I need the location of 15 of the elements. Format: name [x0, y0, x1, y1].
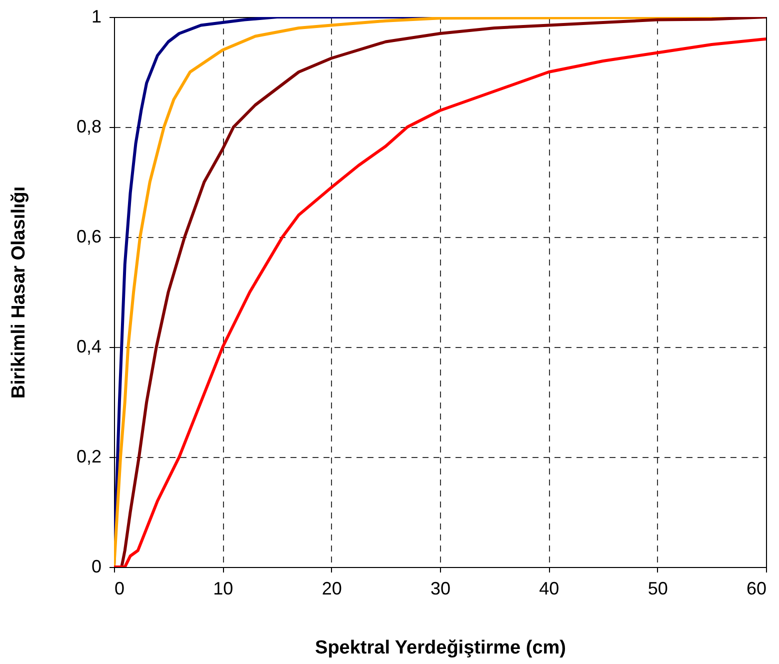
x-tick-label: 10	[213, 578, 234, 598]
x-tick-label: 60	[746, 578, 766, 598]
y-tick-label: 0	[91, 556, 102, 576]
y-tick-label: 0,8	[76, 116, 102, 136]
x-tick-label: 20	[322, 578, 342, 598]
y-tick-label: 1	[91, 6, 102, 26]
x-tick-label: 40	[539, 578, 560, 598]
y-tick-label: 0,6	[76, 226, 102, 246]
y-tick-label: 0,4	[76, 336, 102, 356]
x-tick-label: 30	[430, 578, 451, 598]
x-tick-label: 50	[648, 578, 668, 598]
x-axis-title: Spektral Yerdeğiştirme (cm)	[315, 638, 566, 658]
x-tick-label: 0	[114, 578, 125, 598]
y-tick-label: 0,2	[76, 446, 102, 466]
y-axis-title: Birikimli Hasar Olasılığı	[8, 186, 30, 399]
